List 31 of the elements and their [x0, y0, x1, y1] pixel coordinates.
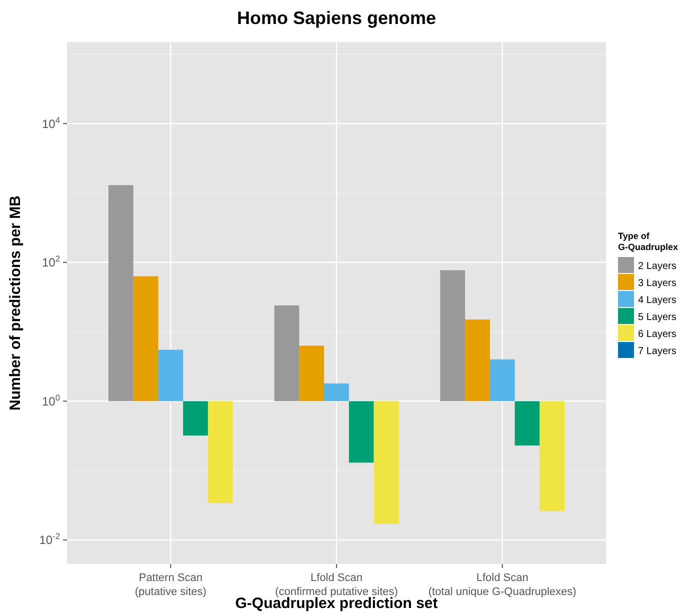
bar	[465, 320, 490, 402]
y-tick-label: 10$^{4}$	[42, 114, 60, 131]
bar	[490, 359, 515, 402]
bar	[208, 401, 233, 504]
legend-label: 4 Layers	[638, 295, 676, 306]
bar	[540, 401, 565, 512]
bar	[274, 305, 300, 402]
x-tick-label: Pattern Scan (putative sites)	[134, 572, 206, 598]
x-tick-label: Lfold Scan (confirmed putative sites)	[275, 572, 398, 598]
legend-label: 6 Layers	[638, 329, 676, 340]
chart-title: Homo Sapiens genome	[236, 8, 436, 28]
bar	[108, 185, 134, 402]
legend-title: Type of G-Quadruplex	[618, 231, 678, 252]
bar	[440, 270, 466, 402]
bar	[348, 401, 374, 463]
y-tick-label: 10$^{-2}$	[39, 531, 60, 548]
legend-label: 5 Layers	[638, 312, 676, 323]
legend-label: 7 Layers	[638, 346, 676, 357]
x-tick-label: Lfold Scan (total unique G-Quadruplexes)	[428, 572, 576, 598]
legend-label: 3 Layers	[638, 278, 676, 289]
bar	[514, 401, 540, 446]
bar	[158, 350, 184, 402]
bar	[324, 383, 349, 402]
bar	[133, 276, 158, 402]
legend-label: 2 Layers	[638, 261, 676, 272]
bar	[183, 401, 208, 436]
y-axis-title: Number of predictions per MB	[7, 195, 24, 411]
y-tick-label: 10$^{2}$	[42, 254, 60, 270]
bar	[299, 346, 324, 402]
y-tick-label: 10$^{0}$	[42, 392, 60, 408]
bar	[374, 401, 399, 524]
